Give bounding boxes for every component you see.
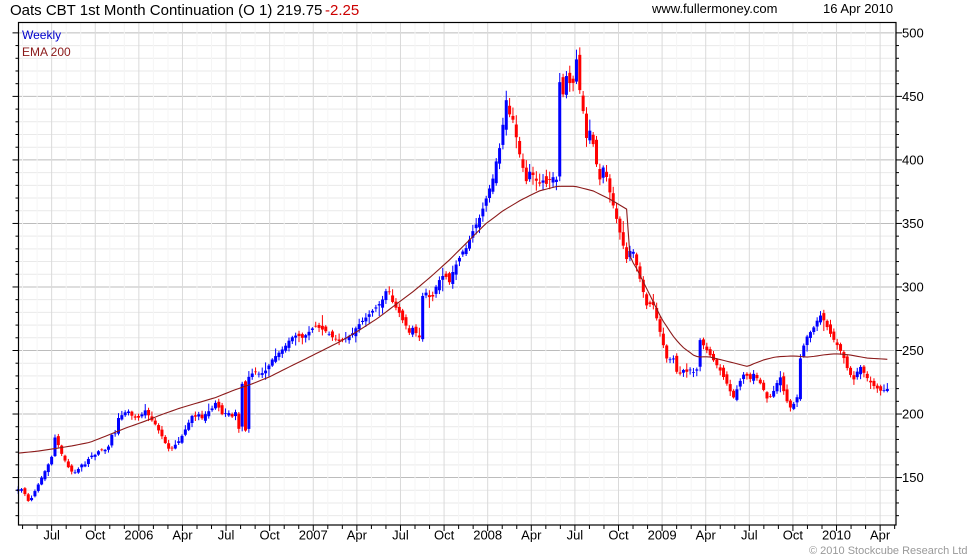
svg-text:500: 500 bbox=[902, 25, 924, 40]
svg-text:Apr: Apr bbox=[870, 528, 891, 543]
svg-text:Apr: Apr bbox=[521, 528, 542, 543]
svg-text:2010: 2010 bbox=[822, 528, 851, 543]
svg-text:Jul: Jul bbox=[741, 528, 758, 543]
svg-text:-2.25: -2.25 bbox=[325, 2, 359, 19]
svg-text:EMA 200: EMA 200 bbox=[22, 45, 71, 59]
svg-text:250: 250 bbox=[902, 343, 924, 358]
svg-text:450: 450 bbox=[902, 89, 924, 104]
svg-text:400: 400 bbox=[902, 152, 924, 167]
svg-text:16 Apr 2010: 16 Apr 2010 bbox=[823, 1, 893, 16]
svg-text:Oats CBT 1st Month Continuatio: Oats CBT 1st Month Continuation (O 1) 21… bbox=[10, 2, 322, 19]
svg-text:Jul: Jul bbox=[567, 528, 584, 543]
svg-text:Oct: Oct bbox=[783, 528, 804, 543]
svg-text:Jul: Jul bbox=[218, 528, 235, 543]
svg-text:Apr: Apr bbox=[696, 528, 717, 543]
svg-text:Jul: Jul bbox=[392, 528, 409, 543]
svg-text:Oct: Oct bbox=[434, 528, 455, 543]
svg-text:2006: 2006 bbox=[124, 528, 153, 543]
svg-text:Oct: Oct bbox=[85, 528, 106, 543]
svg-text:Weekly: Weekly bbox=[22, 28, 61, 42]
svg-text:Oct: Oct bbox=[260, 528, 281, 543]
svg-text:350: 350 bbox=[902, 216, 924, 231]
svg-text:www.fullermoney.com: www.fullermoney.com bbox=[651, 1, 777, 16]
svg-text:Apr: Apr bbox=[172, 528, 193, 543]
svg-text:2009: 2009 bbox=[648, 528, 677, 543]
svg-text:© 2010 Stockcube Research Ltd: © 2010 Stockcube Research Ltd bbox=[809, 545, 968, 557]
svg-text:Jul: Jul bbox=[43, 528, 60, 543]
svg-text:Apr: Apr bbox=[347, 528, 368, 543]
svg-text:Oct: Oct bbox=[608, 528, 629, 543]
svg-text:300: 300 bbox=[902, 279, 924, 294]
svg-text:200: 200 bbox=[902, 407, 924, 422]
svg-text:2008: 2008 bbox=[473, 528, 502, 543]
svg-text:2007: 2007 bbox=[299, 528, 328, 543]
svg-text:150: 150 bbox=[902, 470, 924, 485]
